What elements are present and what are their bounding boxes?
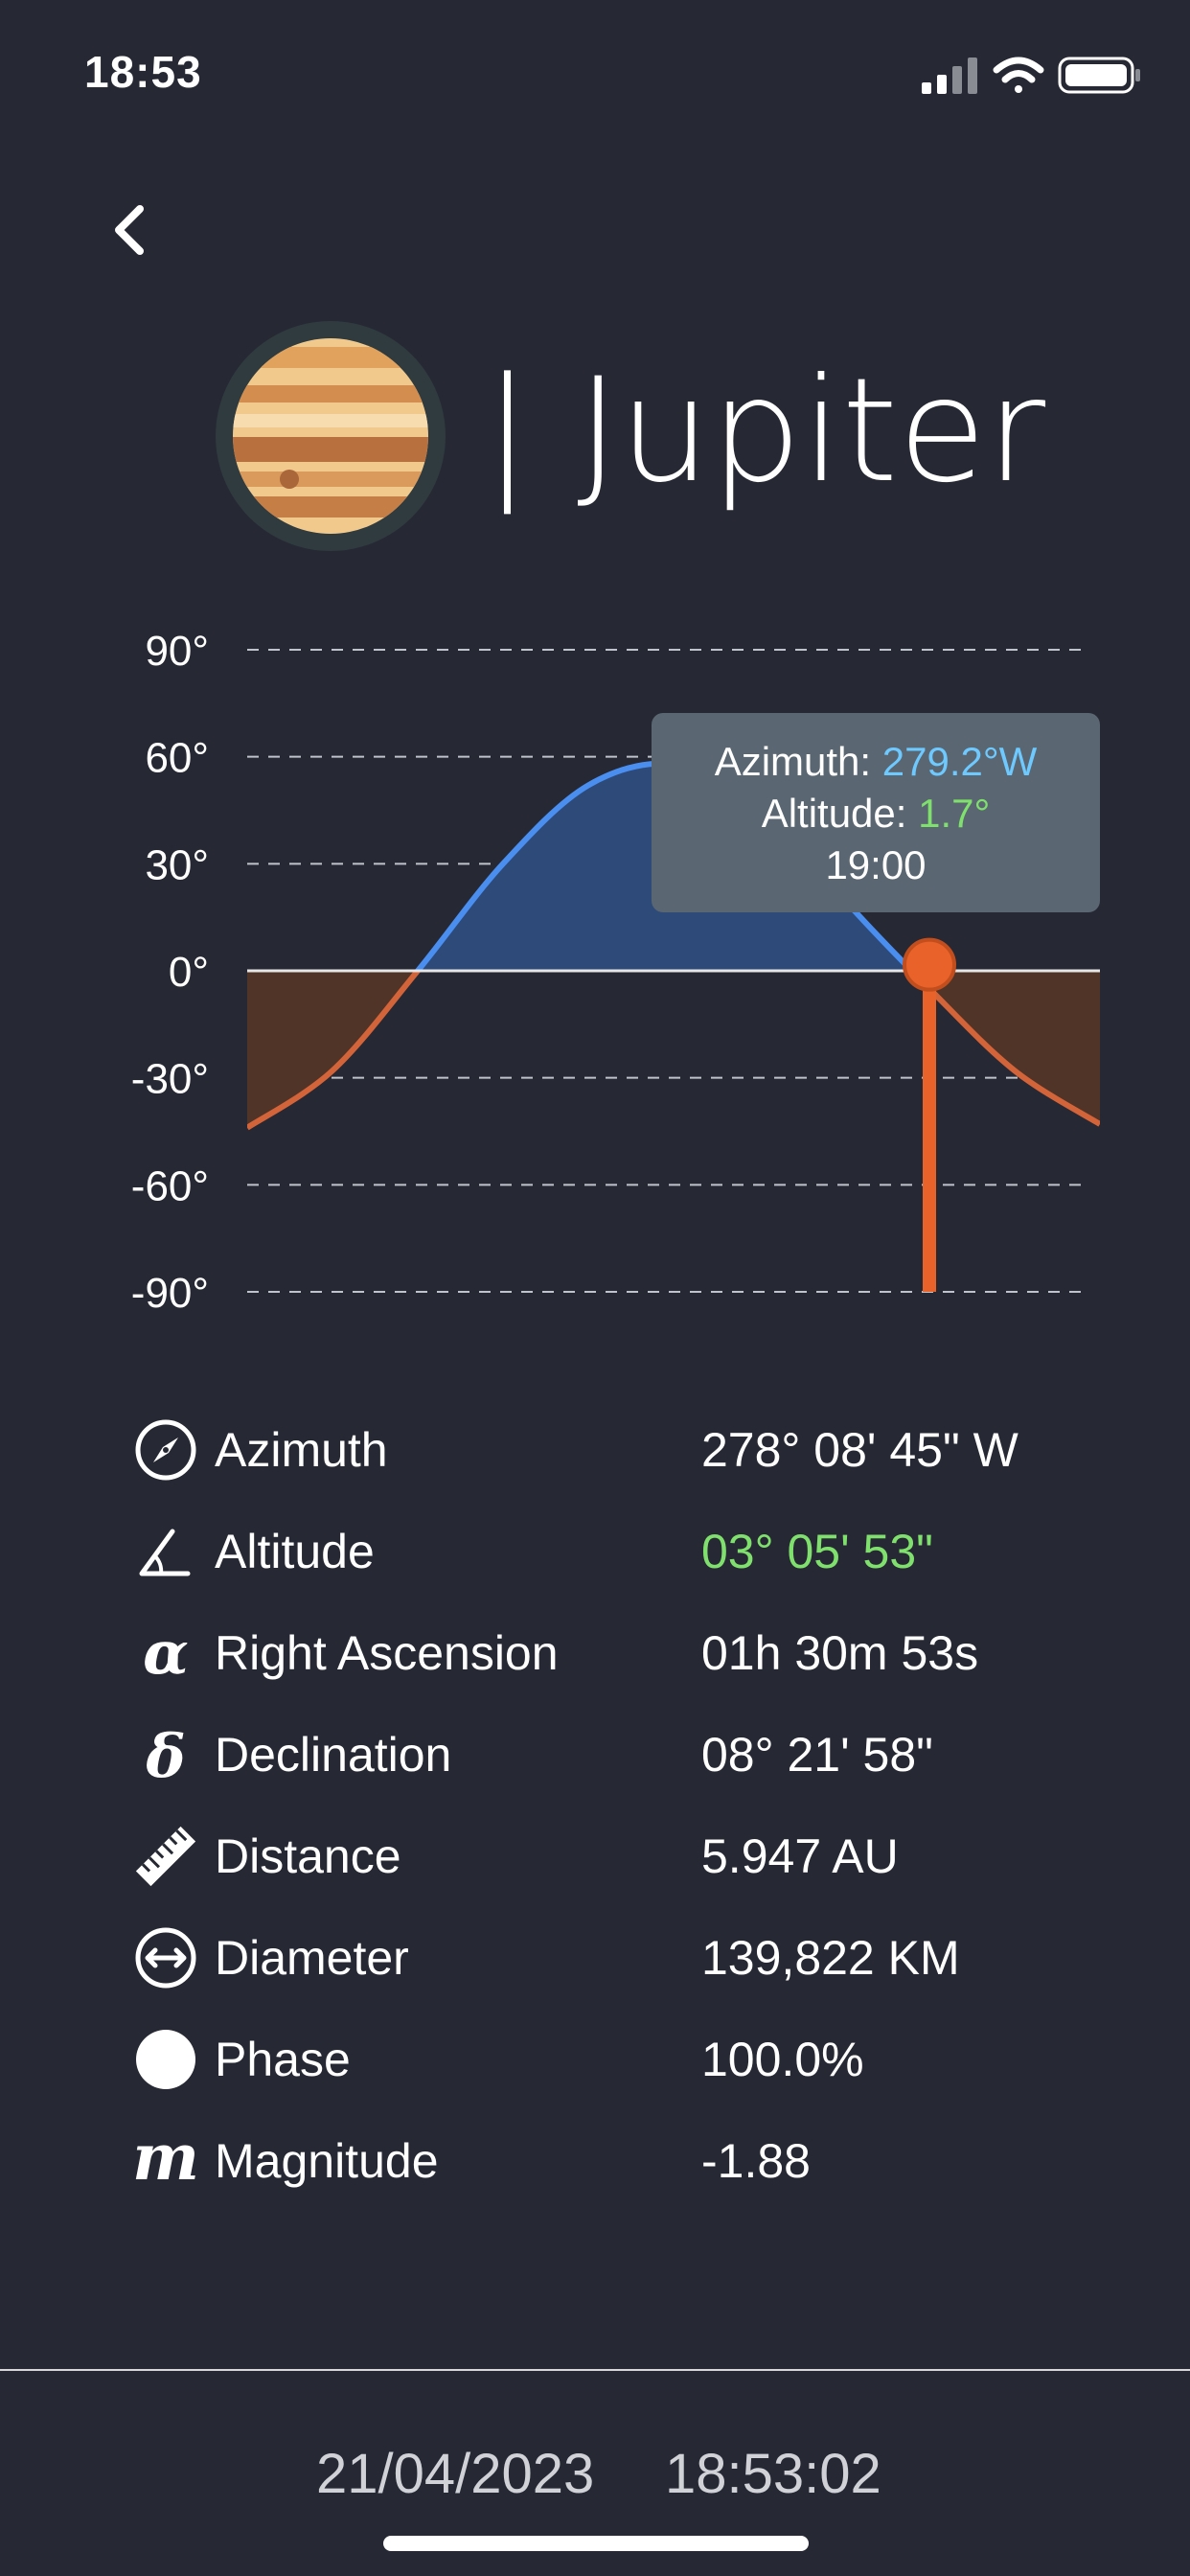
svg-text:δ: δ xyxy=(145,1721,185,1788)
page-title: | Jupiter xyxy=(483,348,1046,515)
detail-value: 08° 21' 58" xyxy=(701,1728,933,1782)
altitude-chart: 90° 60° 30° 0° -30° -60° -90° xyxy=(131,628,1100,1317)
footer-time[interactable]: 18:53:02 xyxy=(665,2443,881,2505)
back-button[interactable] xyxy=(96,192,163,268)
phase-icon xyxy=(136,2030,195,2089)
detail-value: 278° 08' 45" W xyxy=(701,1423,1018,1477)
detail-row-declination: δ Declination 08° 21' 58" xyxy=(0,1704,1190,1806)
svg-text:m: m xyxy=(132,2128,199,2195)
signal-icon xyxy=(922,58,977,94)
detail-row-diameter: Diameter 139,822 KM xyxy=(0,1907,1190,2009)
svg-text:α: α xyxy=(143,1620,189,1687)
delta-icon: δ xyxy=(145,1721,185,1788)
y-tick-label: -30° xyxy=(131,1056,209,1103)
detail-label: Azimuth xyxy=(215,1423,388,1477)
y-tick-label: 0° xyxy=(169,949,209,996)
tooltip-azimuth: Azimuth: 279.2°W xyxy=(714,739,1038,784)
y-tick-label: -60° xyxy=(131,1162,209,1209)
tooltip-time: 19:00 xyxy=(825,842,927,887)
detail-row-azimuth: Azimuth 278° 08' 45" W xyxy=(0,1399,1190,1501)
y-tick-label: -90° xyxy=(131,1270,209,1317)
y-tick-label: 30° xyxy=(145,841,209,888)
area-below-horizon xyxy=(247,971,1100,1128)
alpha-icon: α xyxy=(143,1620,189,1687)
status-bar: 18:53 xyxy=(0,0,1190,144)
footer-divider xyxy=(0,2369,1190,2371)
detail-label: Declination xyxy=(215,1728,452,1782)
status-icons xyxy=(922,57,1140,94)
chevron-left-icon xyxy=(115,205,144,255)
jupiter-icon xyxy=(216,321,446,551)
detail-label: Altitude xyxy=(215,1525,375,1578)
ruler-icon xyxy=(135,1826,196,1887)
home-indicator[interactable] xyxy=(383,2536,809,2551)
magnitude-icon: m xyxy=(132,2128,199,2195)
detail-label: Diameter xyxy=(215,1931,409,1985)
title-row: | Jupiter xyxy=(0,307,1190,556)
detail-row-magnitude: m Magnitude -1.88 xyxy=(0,2110,1190,2212)
detail-value: 100.0% xyxy=(701,2033,864,2086)
detail-row-phase: Phase 100.0% xyxy=(0,2009,1190,2110)
angle-icon xyxy=(139,1529,191,1576)
detail-value: -1.88 xyxy=(701,2134,811,2188)
diameter-icon xyxy=(135,1927,196,1989)
wifi-icon xyxy=(993,57,1044,93)
y-tick-label: 90° xyxy=(145,628,209,675)
footer-date[interactable]: 21/04/2023 xyxy=(316,2443,595,2505)
tooltip-altitude: Altitude: 1.7° xyxy=(761,791,991,836)
battery-icon xyxy=(1058,57,1140,94)
detail-label: Phase xyxy=(215,2033,351,2086)
y-tick-label: 60° xyxy=(145,735,209,782)
detail-value: 01h 30m 53s xyxy=(701,1626,979,1680)
detail-row-distance: Distance 5.947 AU xyxy=(0,1806,1190,1907)
status-time: 18:53 xyxy=(84,47,202,97)
detail-label: Right Ascension xyxy=(215,1626,559,1680)
time-marker-dot xyxy=(903,937,956,992)
detail-value: 5.947 AU xyxy=(701,1829,899,1883)
detail-label: Distance xyxy=(215,1829,401,1883)
compass-icon xyxy=(135,1419,196,1481)
altitude-curve-below xyxy=(247,971,1100,1131)
detail-label: Magnitude xyxy=(215,2134,439,2188)
detail-value: 139,822 KM xyxy=(701,1931,960,1985)
detail-row-right-ascension: α Right Ascension 01h 30m 53s xyxy=(0,1602,1190,1704)
chart-tooltip: Azimuth: 279.2°W Altitude: 1.7° 19:00 xyxy=(652,713,1100,912)
detail-row-altitude: Altitude 03° 05' 53" xyxy=(0,1501,1190,1602)
detail-value: 03° 05' 53" xyxy=(701,1525,933,1578)
